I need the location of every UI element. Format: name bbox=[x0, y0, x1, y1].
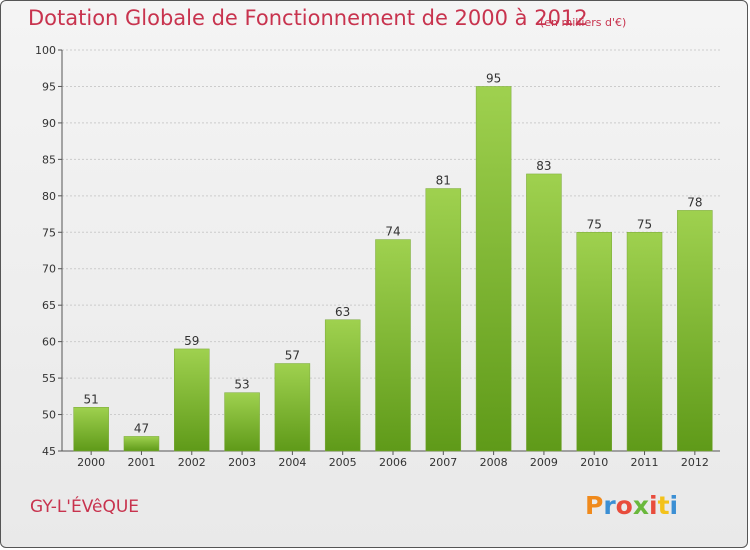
x-tick-label: 2003 bbox=[228, 456, 256, 469]
y-tick-label: 80 bbox=[42, 190, 56, 203]
bar bbox=[425, 188, 462, 452]
y-tick-label: 45 bbox=[42, 445, 56, 458]
data-label: 51 bbox=[84, 392, 99, 406]
bar bbox=[324, 319, 361, 452]
logo-letter: i bbox=[649, 491, 658, 520]
data-label: 57 bbox=[285, 349, 300, 363]
commune-name: GY-L'ÉVêQUE bbox=[30, 497, 140, 517]
bar bbox=[375, 239, 411, 452]
data-label: 53 bbox=[234, 378, 249, 392]
x-tick-label: 2000 bbox=[77, 456, 105, 469]
data-label: 75 bbox=[587, 217, 602, 231]
x-tick-label: 2008 bbox=[480, 456, 508, 469]
data-label: 83 bbox=[536, 159, 551, 173]
data-label: 78 bbox=[687, 195, 702, 209]
bars bbox=[73, 86, 713, 452]
data-label: 47 bbox=[134, 421, 149, 435]
y-tick-label: 70 bbox=[42, 263, 56, 276]
x-tick-label: 2001 bbox=[127, 456, 155, 469]
chart-title: Dotation Globale de Fonctionnement de 20… bbox=[28, 6, 588, 30]
bar bbox=[677, 210, 713, 452]
proxiti-logo: Proxiti bbox=[585, 491, 678, 520]
logo-letter: r bbox=[603, 491, 616, 520]
x-tick-label: 2006 bbox=[379, 456, 407, 469]
x-tick-label: 2004 bbox=[278, 456, 306, 469]
bar bbox=[526, 173, 562, 452]
data-label: 63 bbox=[335, 305, 350, 319]
y-tick-label: 95 bbox=[42, 80, 56, 93]
logo-letter: i bbox=[669, 491, 679, 520]
x-tick-label: 2007 bbox=[429, 456, 457, 469]
y-tick-label: 50 bbox=[42, 409, 56, 422]
logo-letter: x bbox=[632, 491, 649, 520]
x-tick-label: 2005 bbox=[329, 456, 357, 469]
x-tick-label: 2002 bbox=[178, 456, 206, 469]
bar bbox=[73, 407, 109, 452]
data-label: 74 bbox=[385, 225, 400, 239]
x-tick-label: 2012 bbox=[681, 456, 709, 469]
bar bbox=[576, 232, 612, 452]
bar bbox=[174, 348, 210, 452]
data-label: 75 bbox=[637, 217, 652, 231]
x-tick-label: 2011 bbox=[631, 456, 659, 469]
y-tick-label: 85 bbox=[42, 153, 56, 166]
bar bbox=[274, 363, 311, 452]
chart-subtitle: (en milliers d'€) bbox=[540, 16, 627, 29]
y-tick-label: 100 bbox=[35, 44, 56, 57]
x-tick-label: 2009 bbox=[530, 456, 558, 469]
bar bbox=[475, 86, 512, 452]
x-tick-label: 2010 bbox=[580, 456, 608, 469]
data-label: 59 bbox=[184, 334, 199, 348]
data-labels: 51 47 59 53 57 63 74 81 95 83 75 75 78 bbox=[84, 71, 703, 435]
data-label: 95 bbox=[486, 71, 501, 85]
logo-letter: P bbox=[585, 491, 604, 520]
bar bbox=[123, 436, 160, 452]
y-tick-label: 90 bbox=[42, 117, 56, 130]
y-tick-label: 60 bbox=[42, 336, 56, 349]
bar bbox=[224, 392, 260, 452]
y-tick-label: 65 bbox=[42, 299, 56, 312]
y-tick-label: 55 bbox=[42, 372, 56, 385]
logo-letter: o bbox=[615, 491, 633, 520]
logo-letter: t bbox=[657, 491, 670, 520]
bar bbox=[626, 232, 663, 452]
y-tick-label: 75 bbox=[42, 226, 56, 239]
data-label: 81 bbox=[436, 174, 451, 188]
